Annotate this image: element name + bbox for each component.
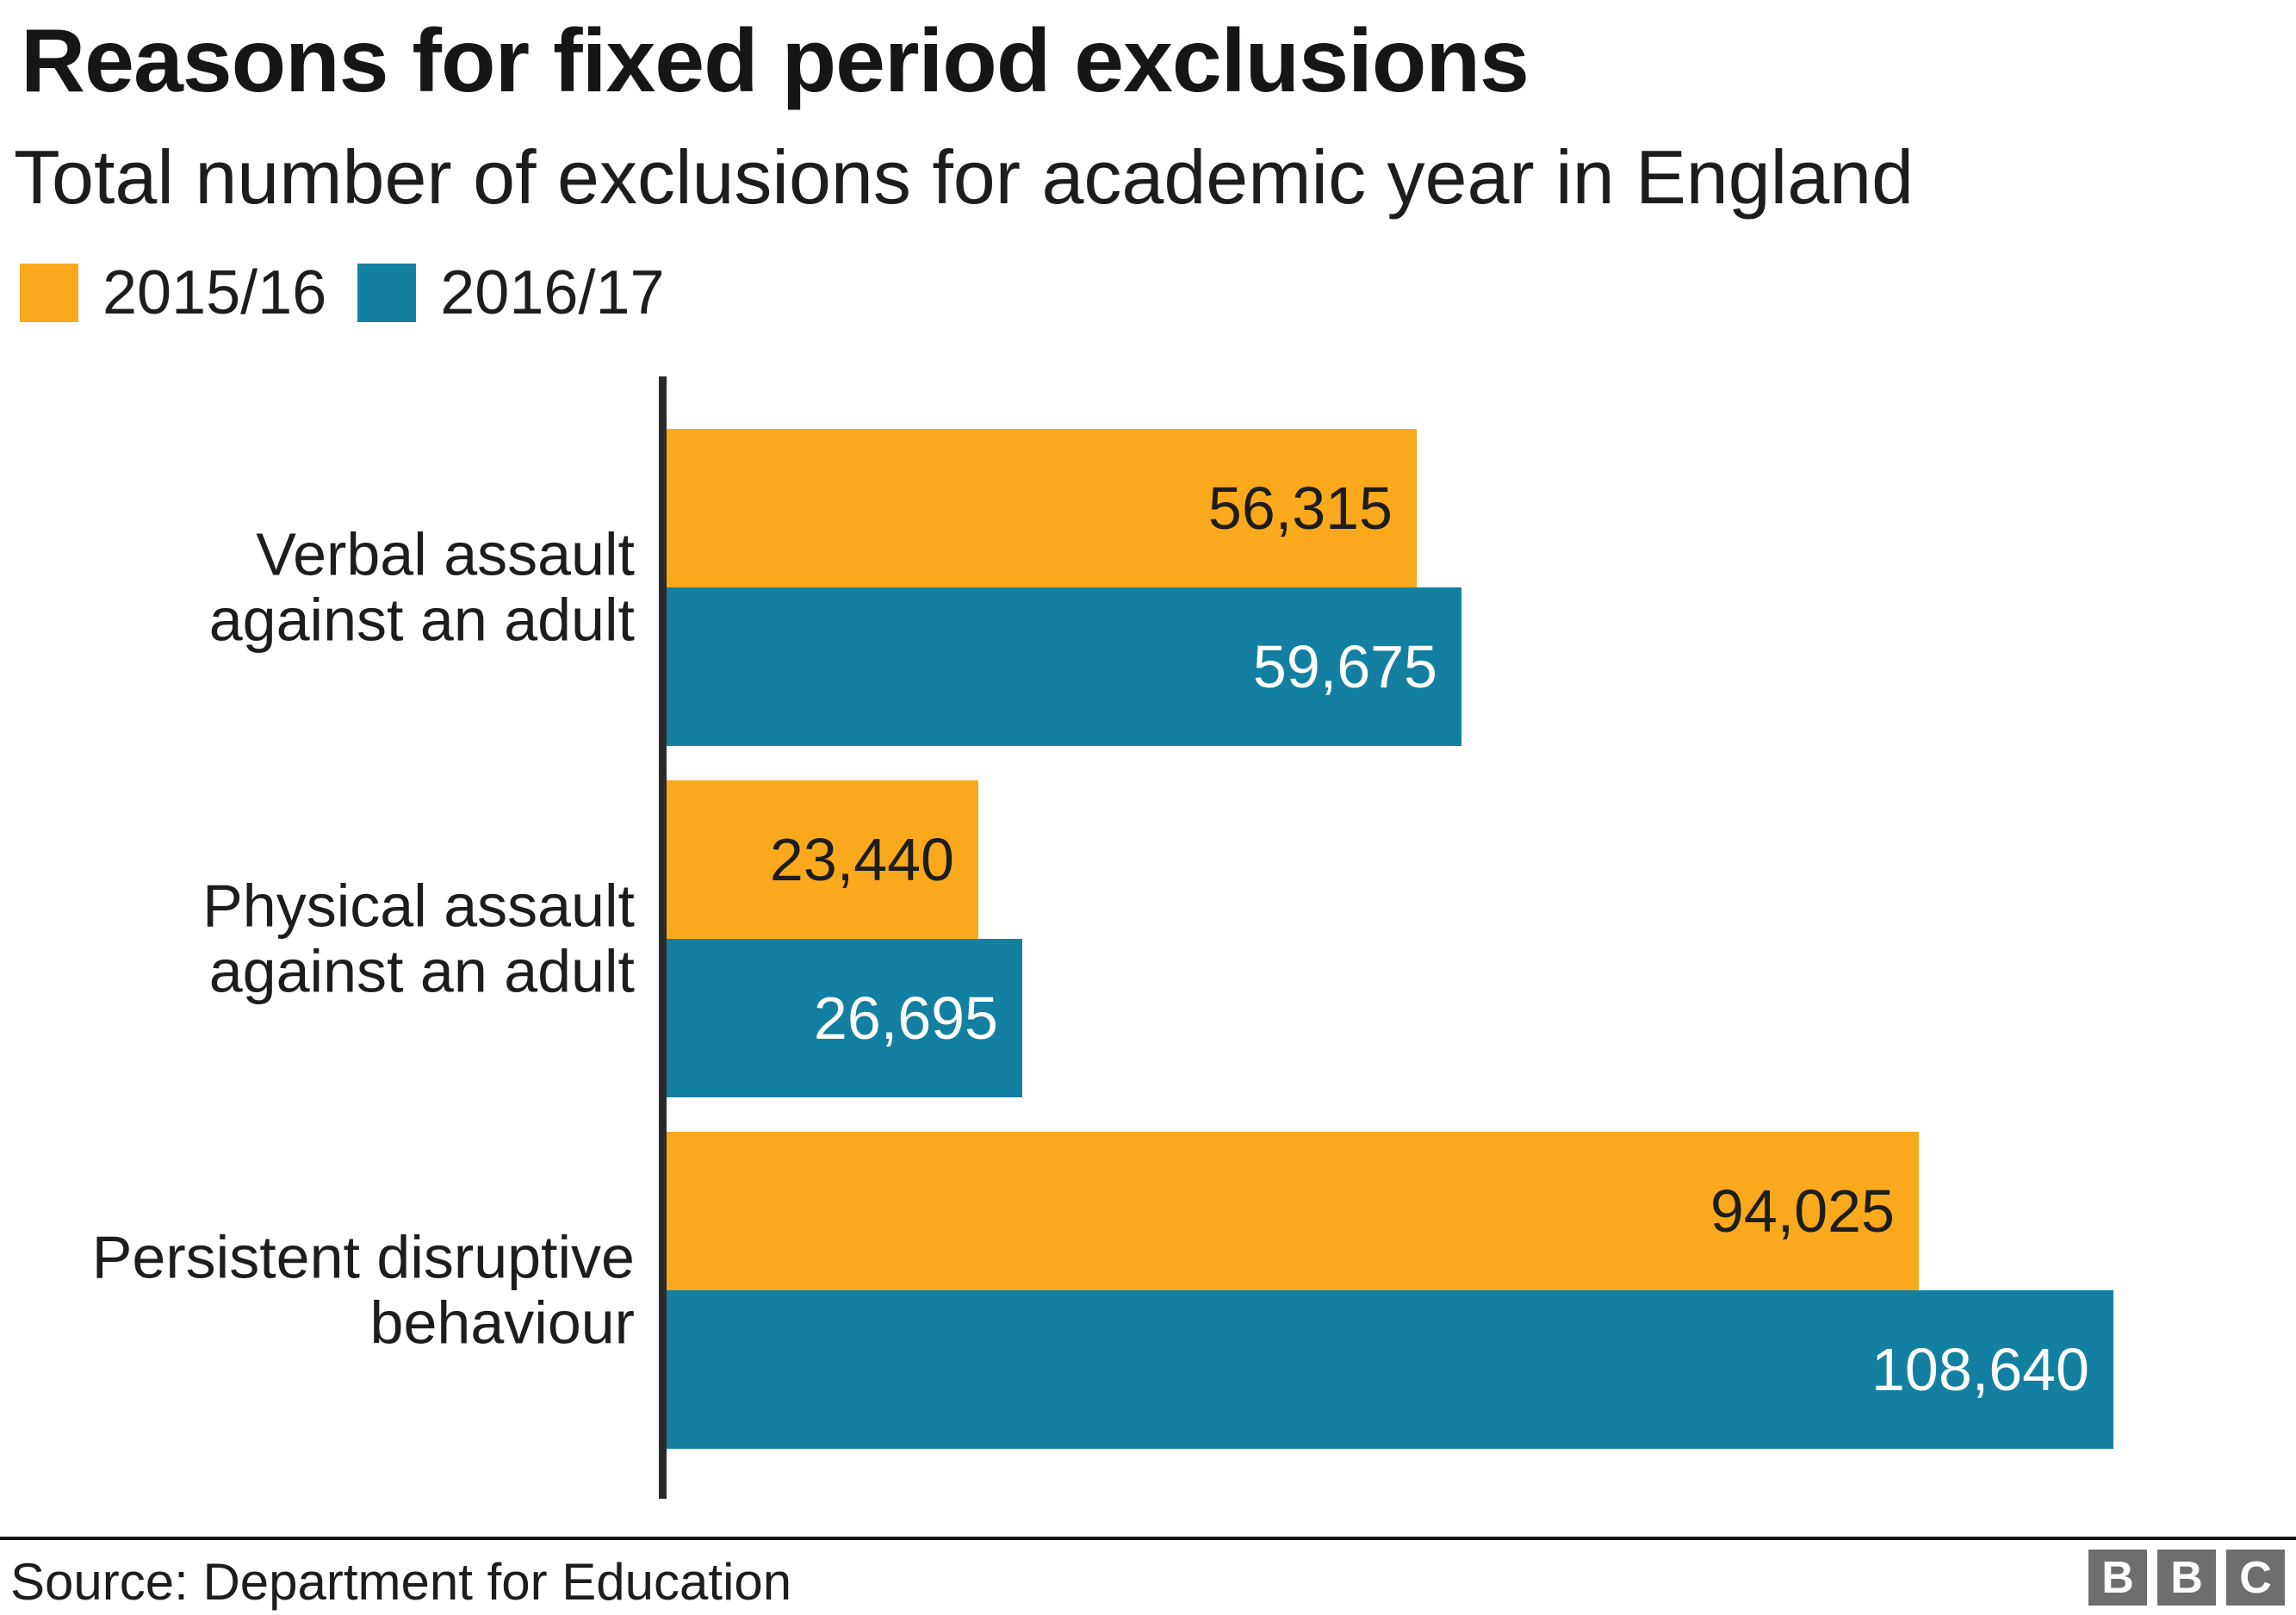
bbc-logo-letter: C xyxy=(2226,1550,2285,1606)
legend-swatch-2016-17 xyxy=(357,264,417,322)
legend-item-2016-17: 2016/17 xyxy=(357,258,665,328)
y-axis-line xyxy=(659,376,667,1499)
bbc-logo-letter: B xyxy=(2157,1550,2216,1606)
value-label: 56,315 xyxy=(1207,475,1393,542)
legend: 2015/16 2016/17 xyxy=(20,258,665,328)
legend-label-2015-16: 2015/16 xyxy=(102,258,327,327)
value-label: 94,025 xyxy=(1710,1177,1895,1245)
source-text: Source: Department for Education xyxy=(10,1553,792,1611)
value-label: 108,640 xyxy=(1871,1336,2089,1403)
page-subtitle: Total number of exclusions for academic … xyxy=(14,134,1914,220)
category-label: Persistent disruptive behaviour xyxy=(91,1223,635,1357)
bar-2016-17-group-2: 26,695 xyxy=(667,939,1022,1097)
legend-swatch-2015-16 xyxy=(20,264,78,322)
category-label: Physical assault against an adult xyxy=(202,872,635,1005)
bar-2015-16-group-1: 56,315 xyxy=(667,429,1417,587)
bar-2016-17-group-3: 108,640 xyxy=(667,1290,2113,1449)
footer-divider xyxy=(0,1537,2296,1540)
value-label: 26,695 xyxy=(813,985,998,1052)
legend-item-2015-16: 2015/16 xyxy=(20,258,326,328)
legend-label-2016-17: 2016/17 xyxy=(440,258,665,327)
bar-2015-16-group-2: 23,440 xyxy=(667,780,978,939)
page-title: Reasons for fixed period exclusions xyxy=(21,11,1530,111)
value-label: 59,675 xyxy=(1252,633,1437,700)
bar-2015-16-group-3: 94,025 xyxy=(667,1132,1919,1290)
value-label: 23,440 xyxy=(769,826,954,893)
bar-2016-17-group-1: 59,675 xyxy=(667,587,1461,746)
bbc-logo: B B C xyxy=(2088,1550,2285,1606)
category-label: Verbal assault against an adult xyxy=(208,520,635,654)
bbc-logo-letter: B xyxy=(2088,1550,2147,1606)
